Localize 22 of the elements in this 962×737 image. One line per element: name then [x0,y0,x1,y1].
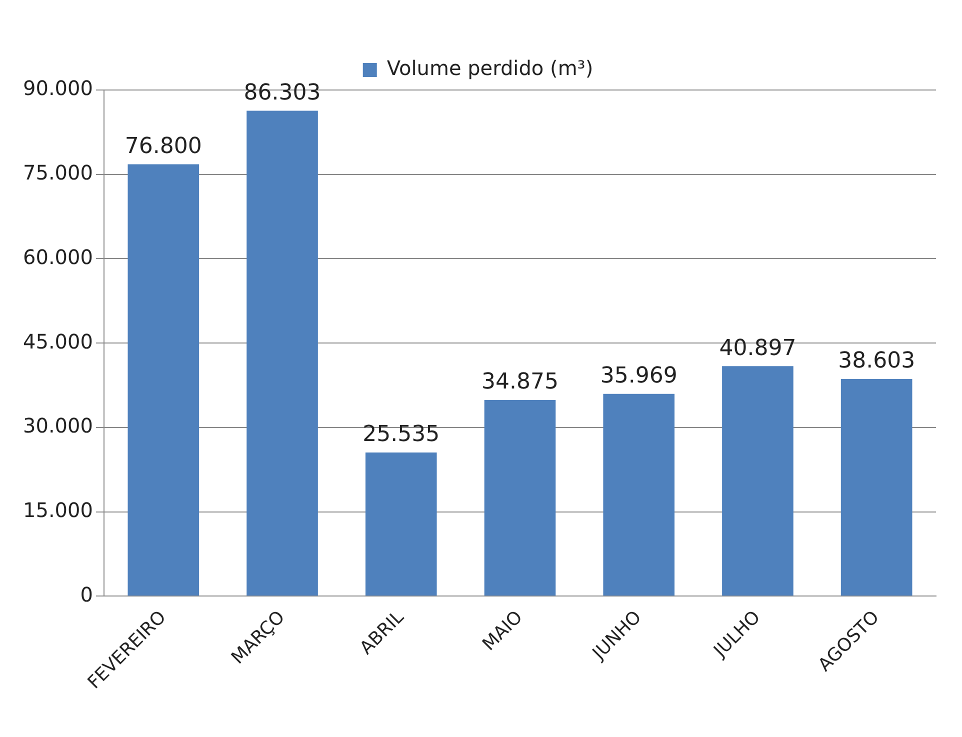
y-tick-label: 60.000 [22,244,93,269]
legend-label: Volume perdido (m³) [386,56,594,80]
bar [246,110,318,596]
data-label: 35.969 [600,364,678,389]
bar [365,452,437,596]
data-label: 86.303 [244,80,321,106]
y-tick-label: 0 [80,582,93,606]
bar [722,366,794,596]
data-label: 25.535 [362,422,440,448]
data-label: 38.603 [838,348,916,374]
y-tick-label: 90.000 [22,76,93,100]
data-label: 76.800 [124,134,202,159]
y-tick-label: 30.000 [22,414,93,438]
bar [128,164,200,596]
bar [603,394,675,596]
y-tick-label: 45.000 [22,329,93,354]
data-label: 34.875 [482,370,558,395]
y-tick-label: 75.000 [22,160,93,185]
y-tick-label: 15.000 [22,498,93,522]
data-label: 40.897 [719,336,796,361]
bar [484,400,556,596]
bar [840,379,912,596]
